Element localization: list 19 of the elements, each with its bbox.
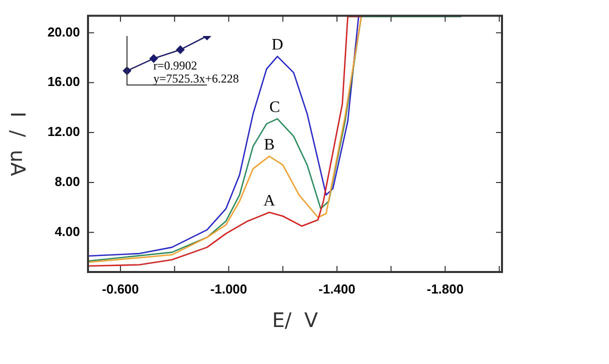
annotation: C: [269, 99, 280, 116]
annotation: r=0.9902: [153, 58, 198, 73]
y-tick-label: 20.00: [47, 24, 80, 40]
point: [150, 54, 158, 63]
y-tick-label: 8.00: [54, 174, 80, 190]
y-axis-title: I / uA: [6, 112, 30, 176]
x-axis-title: E/ V: [272, 308, 318, 332]
x-tick-label: -1.000: [210, 281, 248, 296]
annotation: A: [264, 192, 276, 210]
y-tick-label: 16.00: [47, 74, 80, 90]
y-tick-label: 4.00: [54, 224, 80, 239]
y-tick-label: 12.00: [47, 124, 80, 140]
annotation: y=7525.3x+6.228: [153, 72, 239, 86]
point: [176, 46, 184, 54]
x-tick-label: -1.800: [426, 281, 464, 296]
x-tick-label: -1.400: [318, 281, 356, 296]
annotation: B: [264, 136, 275, 154]
annotation: D: [272, 36, 284, 54]
x-tick-label: -0.600: [102, 281, 139, 296]
